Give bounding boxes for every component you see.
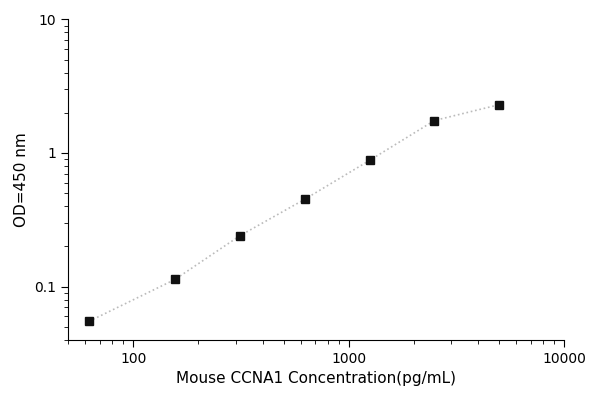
Y-axis label: OD=450 nm: OD=450 nm bbox=[14, 132, 29, 227]
X-axis label: Mouse CCNA1 Concentration(pg/mL): Mouse CCNA1 Concentration(pg/mL) bbox=[176, 371, 456, 386]
